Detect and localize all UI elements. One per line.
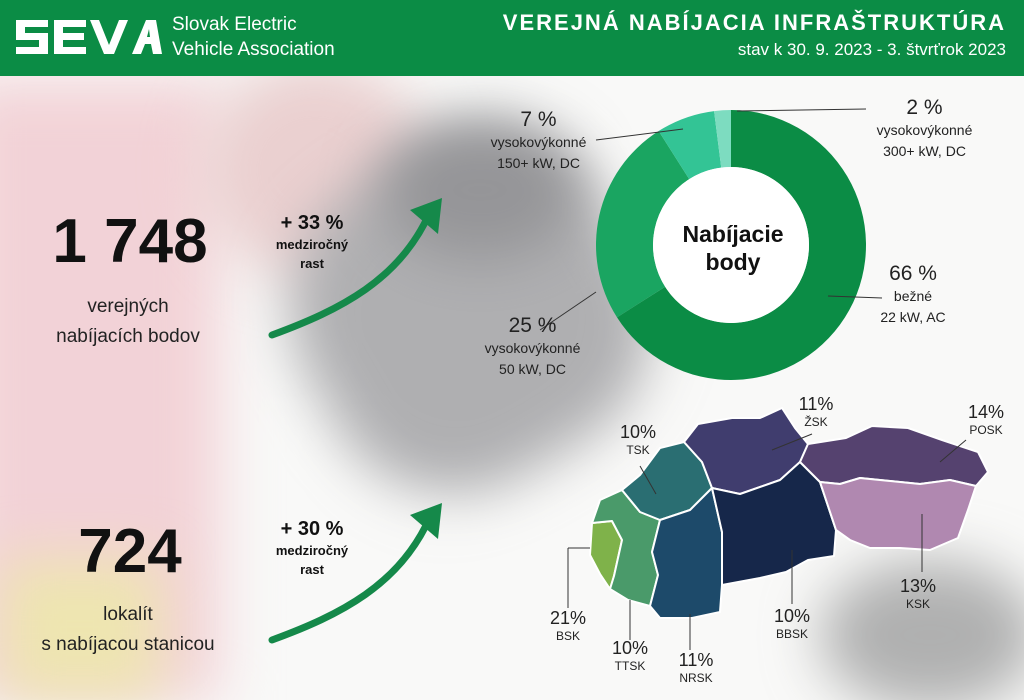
leader-line-150kw bbox=[595, 128, 684, 141]
locations-caption: lokalít s nabíjacou stanicou bbox=[28, 600, 228, 660]
slice-label-ac: 66 % bežné 22 kW, AC bbox=[858, 262, 968, 328]
org-line-1: Slovak Electric bbox=[172, 14, 297, 35]
region-percent: 11% bbox=[798, 394, 834, 414]
region-code: TTSK bbox=[614, 659, 646, 673]
page-title: VEREJNÁ NABÍJACIA INFRAŠTRUKTÚRA bbox=[502, 10, 1006, 35]
slice-dc-50kw bbox=[595, 131, 690, 318]
region-percent: 10% bbox=[611, 638, 649, 658]
leader-line-50kw bbox=[539, 291, 597, 331]
caption-line: lokalít bbox=[103, 604, 153, 625]
slice-power: 150+ kW, DC bbox=[497, 155, 580, 171]
charging-points-caption: verejných nabíjacích bodov bbox=[28, 292, 228, 352]
slice-label-300kw: 2 % vysokovýkonné 300+ kW, DC bbox=[862, 96, 987, 162]
region-percent: 21% bbox=[549, 608, 587, 628]
region-percent: 10% bbox=[619, 422, 657, 442]
region-code: KSK bbox=[905, 597, 930, 611]
growth-label: medziročný bbox=[275, 543, 349, 558]
growth-label: medziročný bbox=[275, 237, 349, 252]
org-line-2: Vehicle Association bbox=[172, 39, 335, 60]
caption-line: verejných bbox=[87, 296, 169, 317]
region-nrsk bbox=[649, 487, 723, 619]
slice-dc-300kw bbox=[714, 110, 731, 168]
slice-label-50kw: 25 % vysokovýkonné 50 kW, DC bbox=[470, 314, 595, 380]
region-percent: 14% bbox=[967, 402, 1005, 422]
slice-percent: 66 % bbox=[889, 262, 937, 285]
slice-percent: 25 % bbox=[508, 314, 557, 337]
slice-power: 22 kW, AC bbox=[880, 309, 946, 325]
slice-type: bežné bbox=[893, 288, 933, 304]
points-growth: + 33 % medziročný rast bbox=[262, 212, 362, 273]
slice-power: 50 kW, DC bbox=[499, 361, 566, 377]
header-bar: Slovak Electric Vehicle Association VERE… bbox=[0, 0, 1024, 76]
slice-percent: 7 % bbox=[520, 108, 557, 131]
slice-type: vysokovýkonné bbox=[484, 340, 581, 356]
growth-label: rast bbox=[300, 256, 324, 271]
slice-percent: 2 % bbox=[906, 96, 943, 119]
region-label-ksk: 13% KSK bbox=[890, 576, 946, 611]
region-label-tsk: 10% TSK bbox=[610, 422, 666, 457]
locations-count: 724 bbox=[78, 517, 182, 586]
region-label-bsk: 21% BSK bbox=[540, 608, 596, 643]
leader-line-300kw bbox=[736, 108, 867, 112]
leader-line-ac bbox=[827, 295, 883, 299]
growth-percent: + 33 % bbox=[280, 212, 344, 234]
caption-line: nabíjacích bodov bbox=[56, 326, 200, 347]
region-ksk bbox=[819, 477, 977, 551]
growth-arrow-icon bbox=[268, 198, 442, 339]
chart-center-label: Nabíjacie body bbox=[660, 220, 806, 276]
region-code: ŽSK bbox=[804, 415, 828, 429]
slice-label-150kw: 7 % vysokovýkonné 150+ kW, DC bbox=[476, 108, 601, 174]
region-code: BSK bbox=[555, 629, 580, 643]
region-bbsk bbox=[711, 461, 837, 586]
slice-ac-22kw bbox=[617, 110, 866, 380]
seva-logo bbox=[16, 20, 162, 54]
region-code: TSK bbox=[626, 443, 650, 457]
region-code: NRSK bbox=[679, 671, 713, 685]
slice-dc-150kw bbox=[658, 111, 722, 180]
slice-type: vysokovýkonné bbox=[490, 134, 587, 150]
donut-hole bbox=[653, 167, 809, 323]
slice-power: 300+ kW, DC bbox=[883, 143, 966, 159]
growth-percent: + 30 % bbox=[280, 518, 344, 540]
growth-arrow-icon bbox=[268, 503, 442, 644]
region-label-ttsk: 10% TTSK bbox=[602, 638, 658, 673]
center-line: body bbox=[705, 249, 761, 275]
slice-type: vysokovýkonné bbox=[876, 122, 973, 138]
region-percent: 13% bbox=[899, 576, 937, 596]
region-percent: 10% bbox=[773, 606, 811, 626]
region-label-posk: 14% POSK bbox=[958, 402, 1014, 437]
region-code: POSK bbox=[969, 423, 1003, 437]
charging-points-count: 1 748 bbox=[52, 207, 208, 276]
region-code: BBSK bbox=[775, 627, 808, 641]
region-percent: 11% bbox=[678, 650, 714, 670]
region-label-nrsk: 11% NRSK bbox=[668, 650, 724, 685]
page-subtitle: stav k 30. 9. 2023 - 3. štvrťrok 2023 bbox=[737, 40, 1006, 59]
organization-name: Slovak Electric Vehicle Association bbox=[172, 12, 335, 62]
center-line: Nabíjacie bbox=[682, 221, 784, 247]
region-label-bbsk: 10% BBSK bbox=[764, 606, 820, 641]
region-label-zsk: 11% ŽSK bbox=[788, 394, 844, 429]
map-leader-lines bbox=[567, 433, 967, 650]
growth-label: rast bbox=[300, 562, 324, 577]
locations-growth: + 30 % medziročný rast bbox=[262, 518, 362, 579]
caption-line: s nabíjacou stanicou bbox=[41, 634, 215, 655]
